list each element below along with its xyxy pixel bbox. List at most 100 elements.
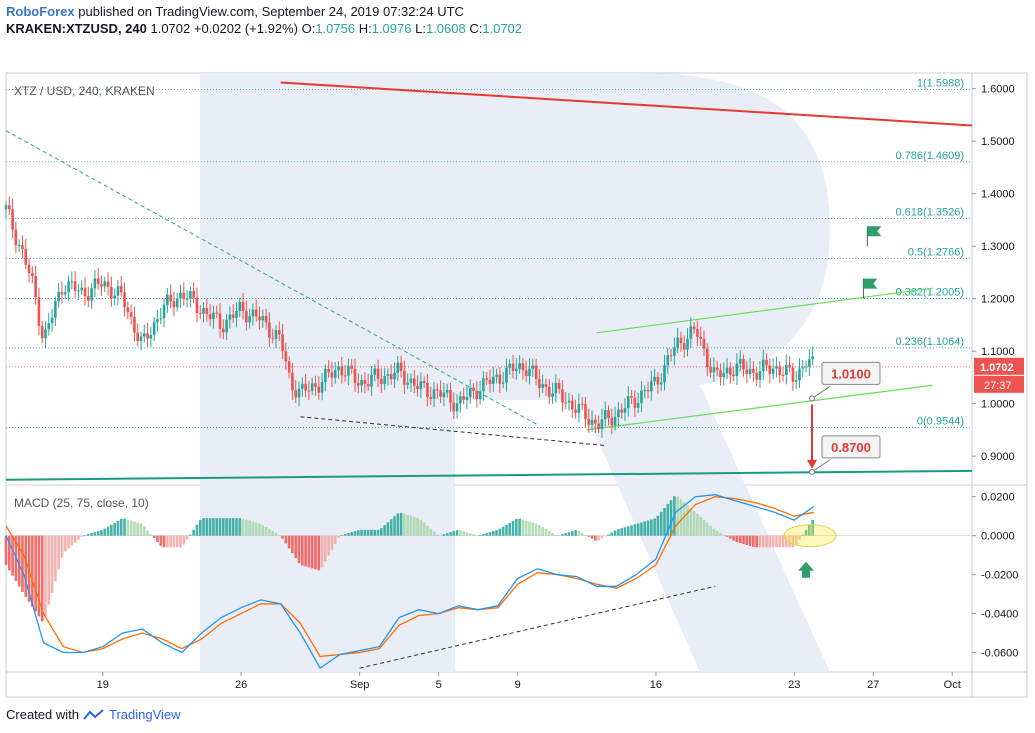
long-support-line (5, 469, 973, 481)
macd-histogram-bar (436, 534, 439, 536)
publish-line: RoboForex published on TradingView.com, … (6, 4, 464, 19)
macd-histogram-bar (330, 535, 334, 550)
macd-histogram-bar (241, 518, 245, 536)
macd-histogram-bar (271, 530, 274, 536)
macd-histogram-bar (152, 535, 156, 538)
macd-histogram-bar (179, 535, 182, 548)
macd-histogram-bar (363, 529, 367, 536)
macd-histogram-bar (251, 521, 255, 536)
roboforex-watermark (200, 73, 830, 672)
macd-histogram-bar (386, 522, 390, 536)
candle-body (429, 396, 433, 399)
macd-histogram-bar (21, 535, 24, 592)
candle-body (775, 366, 778, 369)
candle-body (258, 316, 261, 321)
macd-histogram-bar (291, 535, 294, 554)
candle-body (758, 371, 762, 380)
candle-body (491, 376, 495, 384)
macd-histogram-bar (350, 532, 354, 536)
candle-body (636, 403, 640, 408)
candle-body (804, 366, 808, 368)
candle-body (360, 380, 363, 386)
tradingview-brand[interactable]: TradingView (108, 707, 181, 722)
candle-body (182, 292, 186, 300)
candle-body (228, 314, 232, 320)
candle-body (755, 372, 758, 380)
candle-body (567, 400, 571, 403)
macd-histogram-bar (521, 519, 525, 536)
candle-body (462, 396, 465, 400)
macd-histogram-bar (570, 531, 574, 536)
macd-histogram-bar (659, 511, 663, 536)
macd-histogram-bar (554, 534, 558, 536)
candle-body (436, 389, 439, 391)
candle-body (699, 336, 703, 339)
macd-histogram-bar (393, 516, 396, 536)
macd-histogram-bar (429, 528, 433, 536)
candle-body (202, 307, 205, 314)
macd-histogram-bar (669, 500, 673, 536)
candle-body (238, 302, 242, 312)
symbol-label: KRAKEN:XTZUSD, 240 (6, 21, 147, 36)
candle-body (366, 384, 370, 387)
price-tick-label: 1.2000 (981, 294, 1015, 306)
candle-body (149, 334, 153, 339)
candle-body (123, 292, 126, 308)
macd-histogram-bar (590, 535, 594, 539)
fib-label-2: 0.618(1.3526) (896, 207, 965, 219)
candle-body (231, 314, 235, 318)
candle-body (495, 374, 498, 377)
macd-histogram-bar (409, 515, 413, 536)
macd-histogram-bar (692, 511, 696, 536)
candle-body (705, 348, 709, 368)
candle-body (686, 338, 689, 350)
candle-body (21, 245, 24, 250)
macd-histogram-bar (192, 529, 195, 536)
macd-histogram-bar (505, 524, 508, 536)
macd-histogram-bar (643, 521, 647, 536)
macd-histogram-bar (166, 535, 169, 548)
candle-body (801, 367, 805, 369)
macd-histogram-bar (264, 527, 268, 536)
macd-histogram-bar (67, 535, 70, 549)
candle-body (241, 302, 245, 312)
candle-body (277, 330, 281, 335)
candle-body (682, 343, 686, 350)
candle-body (610, 417, 614, 426)
candle-body (347, 365, 350, 376)
macd-histogram-bar (366, 529, 370, 536)
candle-body (73, 281, 77, 291)
price-candles (4, 196, 814, 438)
macd-histogram-bar (356, 530, 360, 536)
candle-body (412, 378, 416, 386)
candle-body (139, 336, 143, 342)
macd-histogram-bar (748, 535, 752, 546)
macd-highlight-ellipse (783, 524, 837, 548)
candle-body (745, 369, 749, 374)
macd-histogram-bar (636, 523, 640, 536)
macd-histogram-bar (761, 535, 765, 548)
candle-body (47, 323, 51, 330)
candle-body (264, 315, 268, 323)
candle-body (570, 400, 574, 410)
o-label: O: (301, 21, 316, 36)
price-tick-label: 1.3000 (981, 241, 1015, 253)
macd-histogram-bar (189, 534, 192, 536)
green-up-arrow-icon (798, 561, 815, 578)
macd-histogram-bar (765, 535, 768, 548)
fib-label-3: 0.5(1.2766) (908, 246, 964, 258)
candle-body (521, 363, 525, 371)
macd-histogram-bar (412, 516, 416, 536)
candle-body (172, 301, 176, 308)
macd-histogram-bar (103, 528, 107, 536)
last-price-box (974, 357, 1024, 375)
candle-body (40, 326, 44, 339)
h-value: 1.0976 (371, 21, 412, 36)
macd-histogram-bar (419, 519, 423, 536)
macd-divergence-line (359, 585, 716, 669)
chart-title: XTZ / USD, 240, KRAKEN (14, 84, 155, 98)
macd-histogram-bar (396, 513, 400, 536)
macd-histogram-bar (399, 512, 403, 536)
macd-histogram-bar (544, 529, 548, 536)
